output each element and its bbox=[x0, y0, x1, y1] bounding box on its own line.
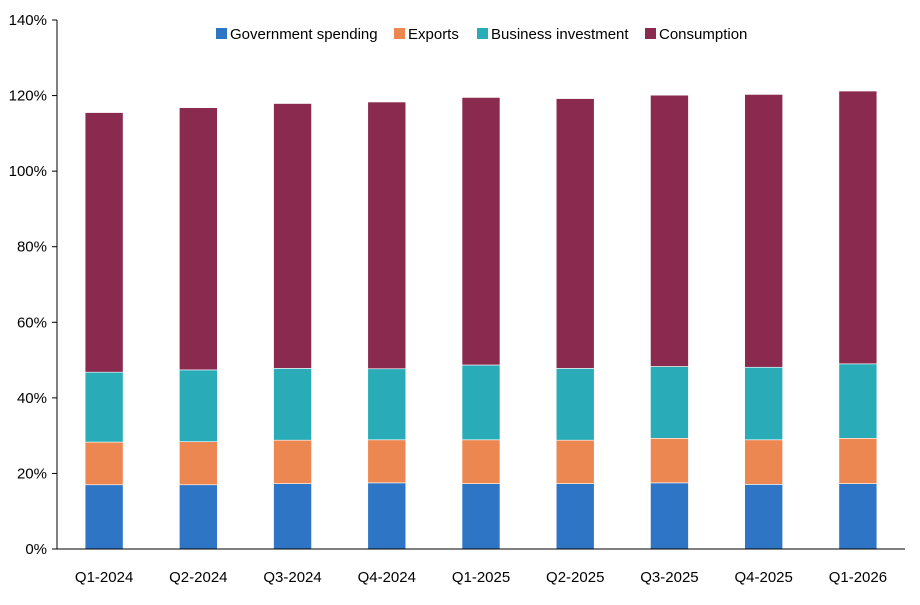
bar-consumption-q2-2024 bbox=[179, 107, 218, 371]
legend-swatch-consumption bbox=[645, 28, 656, 39]
bar-business-investment-q4-2024 bbox=[367, 368, 407, 441]
bar-exports-q4-2025 bbox=[744, 439, 783, 485]
bar-business-investment-q2-2025 bbox=[555, 368, 595, 441]
legend-swatch-government-spending bbox=[216, 28, 227, 39]
bar-consumption-q1-2026 bbox=[838, 90, 878, 365]
bar-government-spending-q3-2025 bbox=[650, 482, 689, 550]
bar-business-investment-q1-2024 bbox=[84, 371, 124, 443]
bar-government-spending-q3-2024 bbox=[273, 483, 312, 550]
legend-label-government-spending: Government spending bbox=[230, 26, 378, 43]
x-tick-label: Q4-2024 bbox=[358, 569, 416, 586]
bar-business-investment-q4-2025 bbox=[744, 366, 783, 441]
bar-consumption-q4-2024 bbox=[367, 101, 407, 370]
bar-exports-q2-2025 bbox=[555, 439, 595, 484]
legend: Government spending Exports Business inves… bbox=[216, 26, 747, 43]
bar-government-spending-q1-2026 bbox=[838, 483, 878, 550]
y-tick-label: 0% bbox=[25, 541, 47, 558]
y-tick-label: 80% bbox=[17, 239, 47, 256]
x-tick-label: Q3-2025 bbox=[640, 569, 698, 586]
y-tick-label: 100% bbox=[9, 163, 47, 180]
x-tick-label: Q2-2025 bbox=[546, 569, 604, 586]
y-tick-label: 40% bbox=[17, 390, 47, 407]
bar-business-investment-q1-2026 bbox=[838, 363, 878, 439]
bar-exports-q3-2025 bbox=[650, 437, 689, 484]
bar-consumption-q2-2025 bbox=[555, 98, 595, 369]
bar-business-investment-q2-2024 bbox=[179, 369, 218, 442]
y-tick-label: 20% bbox=[17, 465, 47, 482]
bar-government-spending-q4-2024 bbox=[367, 482, 407, 550]
x-tick-label: Q2-2024 bbox=[169, 569, 227, 586]
x-tick-label: Q1-2025 bbox=[452, 569, 510, 586]
legend-label-consumption: Consumption bbox=[659, 26, 747, 43]
bar-government-spending-q4-2025 bbox=[744, 484, 783, 550]
y-tick-label: 140% bbox=[9, 12, 47, 29]
bar-consumption-q1-2025 bbox=[461, 97, 501, 366]
bar-exports-q3-2024 bbox=[273, 439, 312, 484]
bar-government-spending-q1-2025 bbox=[461, 483, 501, 550]
legend-label-business-investment: Business investment bbox=[491, 26, 629, 43]
legend-swatch-exports bbox=[394, 28, 405, 39]
bar-consumption-q3-2024 bbox=[273, 103, 312, 369]
legend-label-exports: Exports bbox=[408, 26, 459, 43]
bars-layer bbox=[84, 90, 878, 550]
bar-business-investment-q3-2025 bbox=[650, 366, 689, 439]
bar-exports-q1-2026 bbox=[838, 437, 878, 484]
x-tick-label: Q3-2024 bbox=[263, 569, 321, 586]
bar-exports-q2-2024 bbox=[179, 441, 218, 486]
x-tick-label: Q4-2025 bbox=[734, 569, 792, 586]
x-tick-label: Q1-2024 bbox=[75, 569, 133, 586]
bar-consumption-q3-2025 bbox=[650, 94, 689, 367]
bar-government-spending-q2-2024 bbox=[179, 484, 218, 550]
y-tick-label: 60% bbox=[17, 314, 47, 331]
bar-consumption-q1-2024 bbox=[84, 112, 124, 373]
bar-exports-q4-2024 bbox=[367, 439, 407, 484]
bar-government-spending-q2-2025 bbox=[555, 483, 595, 550]
bar-exports-q1-2025 bbox=[461, 439, 501, 484]
axes-layer: Q1-2024 Q2-2024 Q3-2024 Q4-2024 Q1-2025 Q2-20… bbox=[9, 12, 905, 586]
bar-consumption-q4-2025 bbox=[744, 94, 783, 368]
x-tick-label: Q1-2026 bbox=[829, 569, 887, 586]
bar-business-investment-q3-2024 bbox=[273, 368, 312, 441]
legend-swatch-business-investment bbox=[477, 28, 488, 39]
bar-government-spending-q1-2024 bbox=[84, 484, 124, 550]
bar-exports-q1-2024 bbox=[84, 441, 124, 486]
bar-business-investment-q1-2025 bbox=[461, 364, 501, 441]
y-tick-label: 120% bbox=[9, 88, 47, 105]
